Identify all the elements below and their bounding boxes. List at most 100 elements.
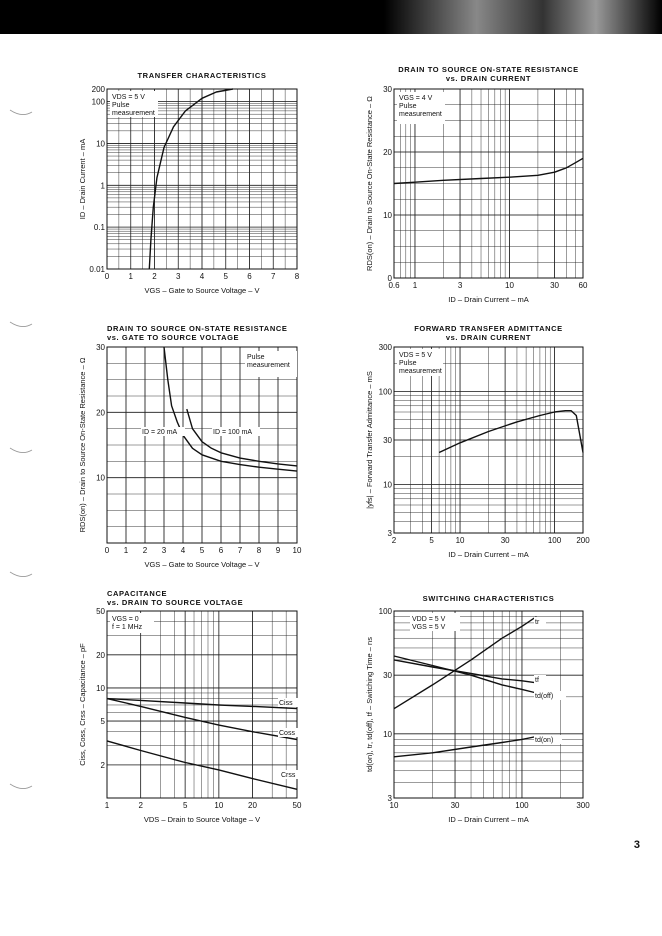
curve-label-bg xyxy=(278,728,298,737)
x-tick-label: 8 xyxy=(257,546,262,555)
plot-frame xyxy=(106,88,298,270)
x-tick-label: 4 xyxy=(181,546,186,555)
y-tick-label: 300 xyxy=(379,343,393,352)
series-line xyxy=(393,157,584,185)
chart-title: vs. GATE TO SOURCE VOLTAGE xyxy=(107,333,239,342)
y-axis-label: |yfs| – Forward Transfer Admittance – mS xyxy=(365,371,374,509)
chart-title: DRAIN TO SOURCE ON-STATE RESISTANCE xyxy=(107,324,287,333)
curve-label-bg xyxy=(534,617,546,626)
x-tick-label: 5 xyxy=(224,272,229,281)
x-tick-label: 5 xyxy=(183,801,188,810)
x-axis-label: ID – Drain Current – mA xyxy=(448,295,528,304)
y-tick-label: 10 xyxy=(383,480,392,489)
series-line xyxy=(393,659,537,684)
chart-title: TRANSFER CHARACTERISTICS xyxy=(138,71,267,80)
x-tick-label: 2 xyxy=(143,546,148,555)
x-tick-label: 2 xyxy=(152,272,157,281)
x-tick-label: 0 xyxy=(105,546,110,555)
y-tick-label: 100 xyxy=(92,98,106,107)
plot-frame xyxy=(393,610,584,799)
y-tick-label: 20 xyxy=(96,651,105,660)
series-label: Ciss xyxy=(279,700,293,707)
x-tick-label: 3 xyxy=(162,546,167,555)
curve-label-bg xyxy=(280,770,300,779)
curve-label-bg xyxy=(534,675,546,684)
x-tick-label: 3 xyxy=(458,281,463,290)
series-label: Crss xyxy=(281,772,296,779)
chart-title: FORWARD TRANSFER ADMITTANCE xyxy=(414,324,563,333)
condition-note: VGS = 0 xyxy=(112,616,139,623)
x-tick-label: 5 xyxy=(200,546,205,555)
conditions-box xyxy=(110,613,154,633)
y-tick-label: 10 xyxy=(96,139,105,148)
condition-note: VDD = 5 V xyxy=(412,616,446,623)
series-label: ID = 20 mA xyxy=(142,429,178,436)
series-label: tr xyxy=(535,619,540,626)
x-tick-label: 3 xyxy=(176,272,181,281)
series-line xyxy=(393,735,537,758)
condition-note: VDS = 5 V xyxy=(399,352,432,359)
page-number: 3 xyxy=(634,839,640,851)
condition-note: measurement xyxy=(112,110,155,117)
x-tick-label: 10 xyxy=(505,281,514,290)
x-tick-label: 6 xyxy=(247,272,252,281)
chart-title: vs. DRAIN CURRENT xyxy=(446,74,531,83)
x-tick-label: 1 xyxy=(124,546,129,555)
chart-1: TRANSFER CHARACTERISTICS 0 1 2 3 4 5 6 7 8 0.01 0.1… xyxy=(78,71,300,295)
curve-label-bg xyxy=(141,427,185,436)
series-line xyxy=(148,88,234,270)
x-tick-label: 0.6 xyxy=(388,281,400,290)
y-tick-label: 2 xyxy=(101,761,106,770)
grid xyxy=(393,346,584,534)
binder-marks xyxy=(9,109,33,789)
x-axis-label: VGS – Gate to Source Voltage – V xyxy=(144,286,259,295)
x-tick-label: 10 xyxy=(293,546,302,555)
x-axis-label: VGS – Gate to Source Voltage – V xyxy=(144,560,259,569)
plot-frame xyxy=(393,346,584,534)
x-tick-label: 4 xyxy=(200,272,205,281)
series-line xyxy=(106,697,298,741)
y-tick-label: 30 xyxy=(383,436,392,445)
y-tick-label: 0.1 xyxy=(94,223,106,232)
y-tick-label: 3 xyxy=(388,529,393,538)
series-label: tf xyxy=(535,677,539,684)
x-tick-label: 1 xyxy=(129,272,134,281)
series-label: td(on) xyxy=(535,737,553,744)
conditions-box xyxy=(110,91,158,117)
series-line xyxy=(186,408,298,467)
x-tick-label: 10 xyxy=(456,536,465,545)
condition-note: measurement xyxy=(399,368,442,375)
condition-note: Pulse xyxy=(399,360,417,367)
grid xyxy=(106,88,298,270)
series-line xyxy=(106,740,298,790)
x-axis-label: ID – Drain Current – mA xyxy=(448,815,528,824)
y-axis-label: RDS(on) – Drain to Source On-State Resis… xyxy=(365,96,374,271)
x-tick-label: 30 xyxy=(501,536,510,545)
x-tick-label: 1 xyxy=(105,801,110,810)
x-tick-label: 30 xyxy=(550,281,559,290)
series-label: Coss xyxy=(279,730,295,737)
x-tick-label: 10 xyxy=(390,801,399,810)
series-line xyxy=(106,697,298,710)
x-tick-label: 8 xyxy=(295,272,300,281)
chart-title: vs. DRAIN CURRENT xyxy=(446,333,531,342)
x-tick-label: 7 xyxy=(238,546,243,555)
curve-label-bg xyxy=(534,735,562,744)
y-tick-label: 30 xyxy=(383,85,392,94)
y-tick-label: 5 xyxy=(101,717,106,726)
conditions-box xyxy=(410,613,460,631)
y-tick-label: 200 xyxy=(92,85,106,94)
x-tick-label: 2 xyxy=(138,801,143,810)
header-band xyxy=(0,0,662,34)
x-tick-label: 100 xyxy=(548,536,562,545)
x-axis-label: ID – Drain Current – mA xyxy=(448,550,528,559)
x-tick-label: 10 xyxy=(214,801,223,810)
series-label: ID = 100 mA xyxy=(213,429,252,436)
y-axis-label: td(on), tr, td(off), tf – Switching Time… xyxy=(365,637,374,772)
curve-label-bg xyxy=(278,698,298,707)
x-tick-label: 200 xyxy=(576,536,590,545)
y-tick-label: 30 xyxy=(383,671,392,680)
